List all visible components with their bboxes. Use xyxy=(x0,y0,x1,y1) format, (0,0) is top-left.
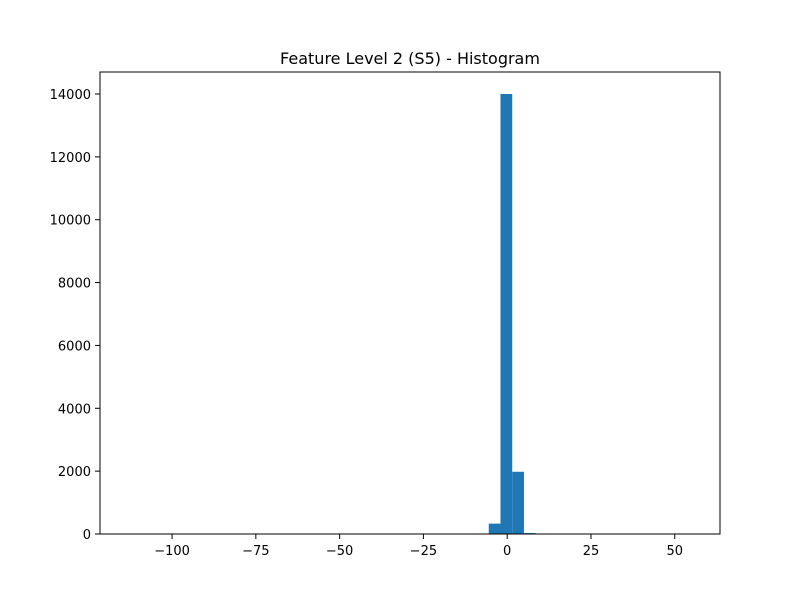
plot-area-frame xyxy=(99,71,721,535)
histogram-bar xyxy=(512,471,524,534)
y-tick-label: 6000 xyxy=(58,339,91,354)
x-tick-label: −50 xyxy=(326,544,353,559)
y-tick-label: 10000 xyxy=(50,214,91,229)
y-tick-label: 2000 xyxy=(58,465,91,480)
y-tick-label: 4000 xyxy=(58,402,91,417)
x-tick-label: 0 xyxy=(503,544,511,559)
y-tick-label: 0 xyxy=(83,528,91,543)
x-tick-label: −25 xyxy=(410,544,437,559)
histogram-bar xyxy=(500,94,513,534)
bars-layer xyxy=(488,94,536,534)
y-tick-label: 12000 xyxy=(50,151,91,166)
x-tick-label: −75 xyxy=(242,544,269,559)
y-axis: 0 2000 4000 6000 8000 10000 12000 14000 xyxy=(50,88,100,543)
x-tick-label: 25 xyxy=(583,544,600,559)
x-tick-label: −100 xyxy=(154,544,190,559)
x-tick-label: 50 xyxy=(666,544,683,559)
y-tick-label: 8000 xyxy=(58,277,91,292)
y-tick-label: 14000 xyxy=(50,88,91,103)
histogram-bar xyxy=(488,523,501,534)
x-axis: −100 −75 −50 −25 0 25 50 xyxy=(154,534,683,559)
chart-title: Feature Level 2 (S5) - Histogram xyxy=(280,49,540,68)
